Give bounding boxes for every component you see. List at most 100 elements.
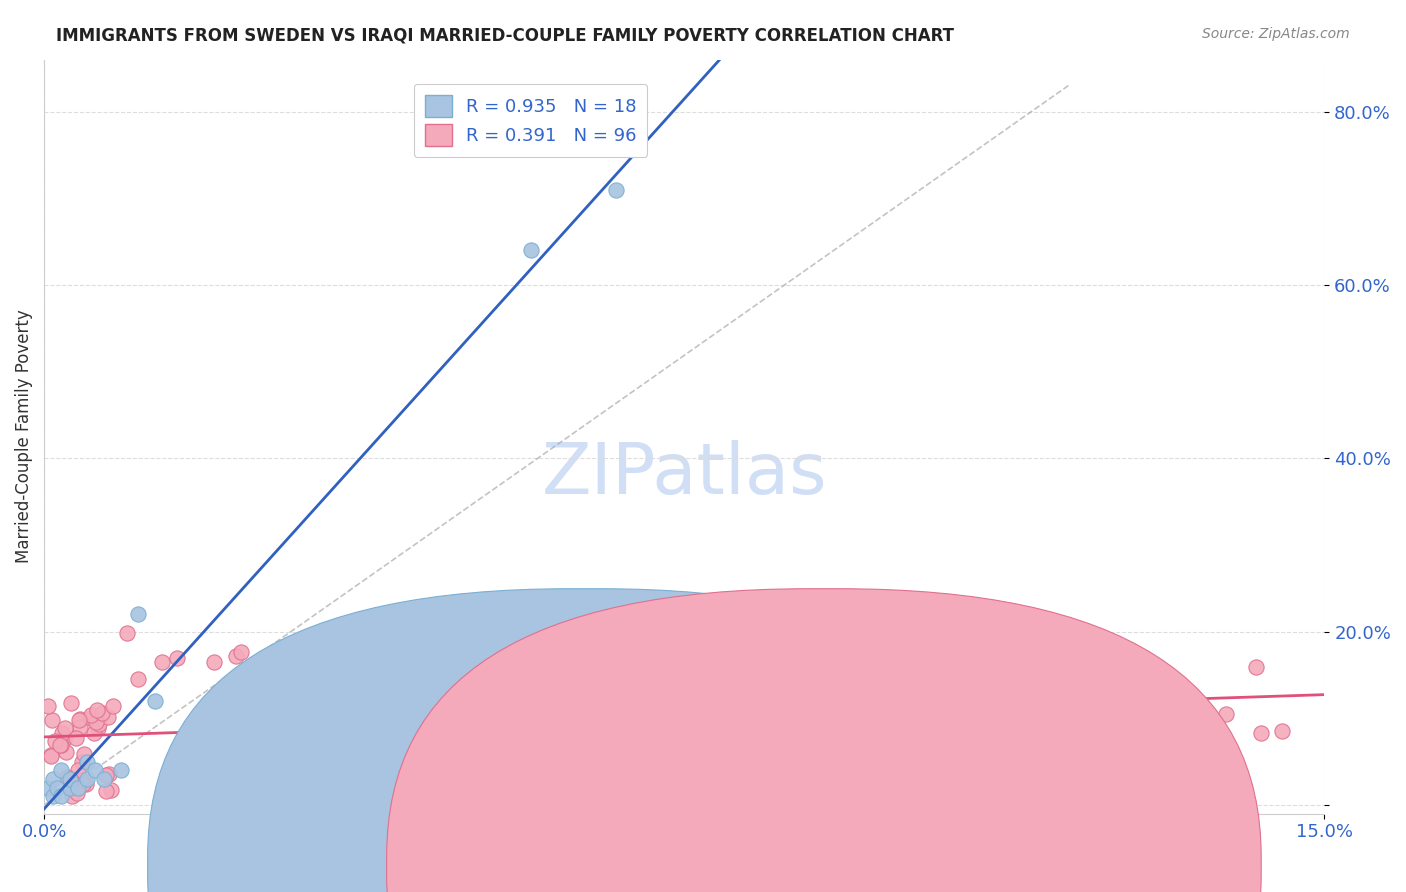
Point xyxy=(770,682,793,697)
Point xyxy=(360,709,382,723)
Point xyxy=(65,775,87,789)
Point xyxy=(56,771,79,785)
Point xyxy=(60,696,83,710)
Text: Immigrants from Sweden: Immigrants from Sweden xyxy=(605,852,814,870)
Point xyxy=(67,780,90,795)
Point xyxy=(49,738,72,752)
Point xyxy=(80,711,103,725)
Point xyxy=(84,764,107,778)
Point xyxy=(333,660,356,674)
Point xyxy=(37,699,59,714)
Point xyxy=(59,773,82,788)
Point xyxy=(53,721,76,735)
Y-axis label: Married-Couple Family Poverty: Married-Couple Family Poverty xyxy=(15,310,32,564)
Point xyxy=(59,780,82,795)
Point xyxy=(274,771,297,785)
Point xyxy=(65,731,87,746)
Point xyxy=(245,759,267,773)
Point xyxy=(67,763,90,777)
Point xyxy=(143,694,166,708)
Point xyxy=(51,764,73,778)
Point xyxy=(45,780,67,795)
Point xyxy=(202,655,225,669)
Point xyxy=(96,784,118,798)
Point xyxy=(72,777,94,791)
Point xyxy=(1101,713,1123,727)
Point xyxy=(100,782,122,797)
Point xyxy=(150,655,173,669)
Point xyxy=(70,756,93,770)
Point xyxy=(363,689,385,703)
Point xyxy=(263,779,285,793)
Point xyxy=(754,716,776,731)
Point xyxy=(51,789,73,804)
Point xyxy=(519,244,541,258)
Point xyxy=(903,650,925,665)
Legend: R = 0.935   N = 18, R = 0.391   N = 96: R = 0.935 N = 18, R = 0.391 N = 96 xyxy=(413,84,648,157)
Point xyxy=(97,710,120,724)
Text: Iraqis: Iraqis xyxy=(844,852,890,870)
Point xyxy=(295,714,318,728)
Point xyxy=(41,714,63,728)
Point xyxy=(115,625,138,640)
Point xyxy=(90,706,112,720)
Point xyxy=(458,705,481,719)
Point xyxy=(41,748,63,763)
Point xyxy=(1081,707,1104,722)
Point xyxy=(86,703,108,717)
Point xyxy=(586,697,609,711)
Point xyxy=(533,751,555,765)
Point xyxy=(53,732,76,747)
Point xyxy=(245,757,267,772)
Point xyxy=(60,789,83,803)
Point xyxy=(349,737,371,751)
Point xyxy=(67,713,90,727)
Point xyxy=(89,716,111,731)
Point xyxy=(623,738,645,752)
Point xyxy=(96,768,118,782)
Point xyxy=(110,764,132,778)
Point xyxy=(1271,724,1294,739)
Point xyxy=(217,780,239,794)
Point xyxy=(612,717,634,731)
Point xyxy=(84,714,107,729)
Point xyxy=(1000,735,1022,749)
Point xyxy=(231,645,253,659)
Point xyxy=(59,772,82,786)
Point xyxy=(55,745,77,759)
Point xyxy=(540,661,562,675)
Point xyxy=(782,681,804,695)
Point xyxy=(1250,726,1272,740)
Point xyxy=(69,712,91,726)
Point xyxy=(1163,709,1185,723)
Text: IMMIGRANTS FROM SWEDEN VS IRAQI MARRIED-COUPLE FAMILY POVERTY CORRELATION CHART: IMMIGRANTS FROM SWEDEN VS IRAQI MARRIED-… xyxy=(56,27,955,45)
Text: Source: ZipAtlas.com: Source: ZipAtlas.com xyxy=(1202,27,1350,41)
Point xyxy=(288,633,311,648)
Point xyxy=(186,743,208,757)
Point xyxy=(198,755,221,769)
Point xyxy=(93,772,115,786)
Point xyxy=(364,636,387,650)
Point xyxy=(70,773,93,788)
Point xyxy=(281,677,304,691)
Point xyxy=(75,777,97,791)
Point xyxy=(83,726,105,740)
Point xyxy=(298,755,321,769)
Point xyxy=(1215,706,1237,721)
Point xyxy=(87,721,110,735)
Point xyxy=(37,780,59,795)
Point xyxy=(529,745,551,759)
Point xyxy=(73,747,96,761)
Point xyxy=(79,707,101,722)
Point xyxy=(605,183,627,197)
Point xyxy=(127,607,149,622)
Point xyxy=(51,726,73,740)
Point xyxy=(444,628,467,642)
Point xyxy=(550,750,572,764)
Point xyxy=(291,729,314,743)
Point xyxy=(441,633,464,648)
Point xyxy=(226,695,249,709)
Point xyxy=(1246,660,1268,674)
Point xyxy=(49,739,72,753)
Point xyxy=(215,777,238,791)
